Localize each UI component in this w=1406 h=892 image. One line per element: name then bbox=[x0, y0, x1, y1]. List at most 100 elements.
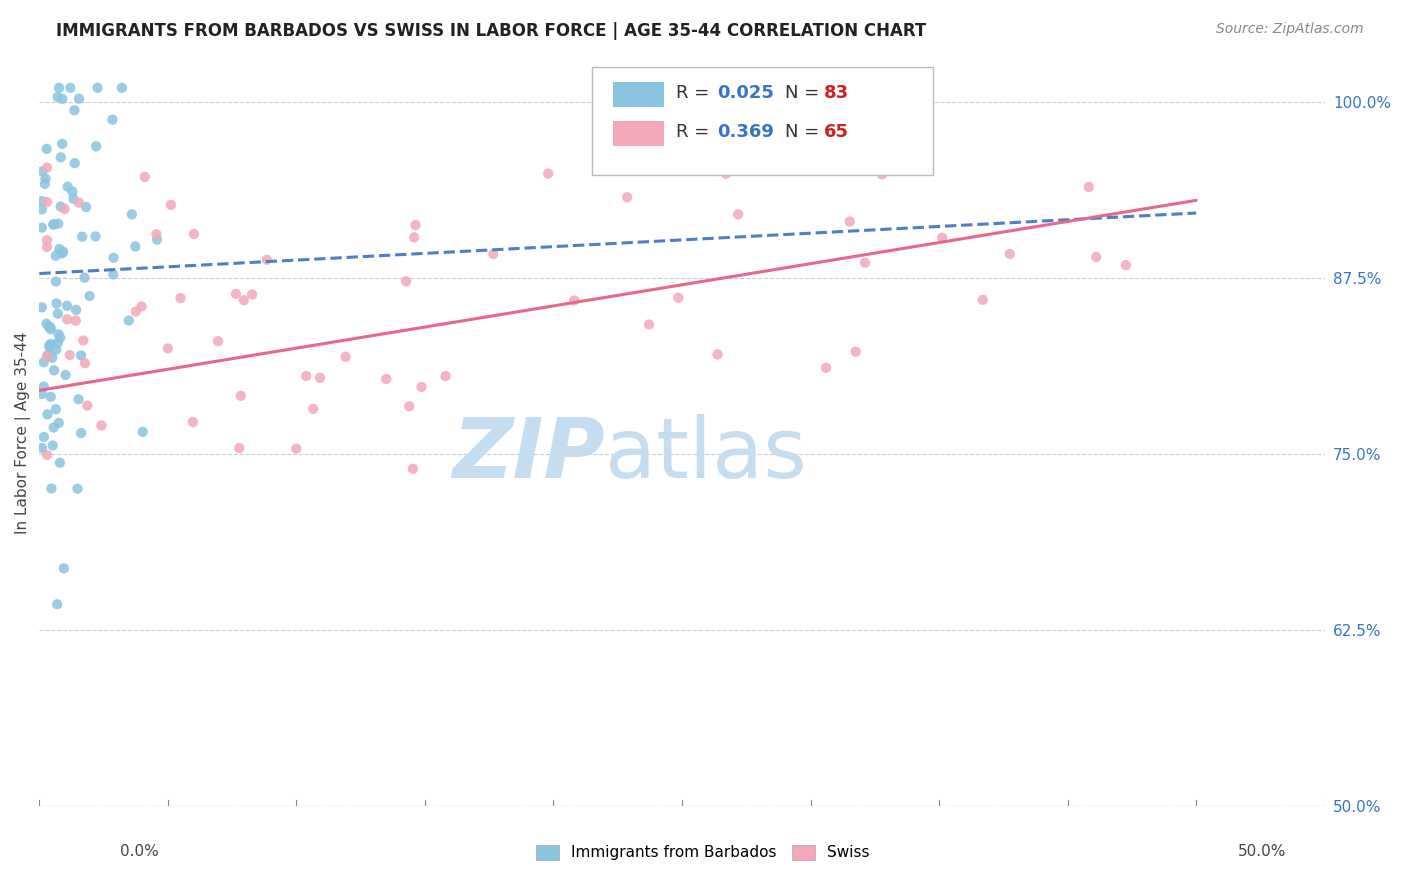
Point bbox=[49, 200, 72, 214]
Point bbox=[38, 341, 60, 355]
Point bbox=[51, 246, 73, 260]
Point bbox=[53, 202, 76, 216]
Point bbox=[121, 207, 143, 221]
FancyBboxPatch shape bbox=[613, 120, 664, 146]
Point bbox=[75, 200, 97, 214]
Point bbox=[49, 330, 72, 344]
Point bbox=[225, 286, 247, 301]
Text: 0.369: 0.369 bbox=[717, 123, 773, 141]
Point bbox=[870, 168, 893, 182]
Point bbox=[31, 387, 53, 401]
Point bbox=[302, 401, 325, 416]
Point bbox=[838, 214, 860, 228]
Point bbox=[240, 287, 263, 301]
Point bbox=[1115, 258, 1137, 272]
Point bbox=[402, 230, 425, 244]
Text: 0.0%: 0.0% bbox=[120, 845, 159, 859]
Point bbox=[73, 270, 96, 285]
Point bbox=[160, 198, 183, 212]
Point bbox=[1077, 180, 1099, 194]
Point bbox=[124, 239, 146, 253]
Point bbox=[31, 194, 53, 208]
Point bbox=[405, 218, 427, 232]
Point bbox=[39, 337, 62, 351]
Point bbox=[228, 441, 250, 455]
Point bbox=[76, 399, 98, 413]
Point bbox=[79, 289, 101, 303]
Point bbox=[118, 313, 141, 327]
Point bbox=[998, 247, 1021, 261]
Point bbox=[229, 389, 252, 403]
Text: 50.0%: 50.0% bbox=[1239, 845, 1286, 859]
Text: R =: R = bbox=[675, 123, 709, 141]
Point bbox=[131, 300, 153, 314]
Point bbox=[31, 220, 53, 235]
Point bbox=[52, 561, 75, 575]
Point bbox=[37, 408, 59, 422]
Point bbox=[39, 320, 62, 334]
Point bbox=[972, 293, 994, 307]
Point bbox=[46, 217, 69, 231]
Point bbox=[125, 304, 148, 318]
Point bbox=[411, 380, 433, 394]
FancyBboxPatch shape bbox=[613, 82, 664, 107]
Point bbox=[727, 207, 749, 221]
Point bbox=[434, 369, 457, 384]
Point bbox=[86, 80, 108, 95]
Point bbox=[70, 348, 93, 362]
Point bbox=[51, 92, 73, 106]
Point bbox=[56, 312, 79, 326]
Point bbox=[38, 338, 60, 352]
Point bbox=[103, 251, 125, 265]
Point bbox=[45, 296, 67, 310]
Point bbox=[814, 360, 837, 375]
Point bbox=[41, 351, 63, 365]
Point bbox=[63, 156, 86, 170]
Point bbox=[56, 179, 79, 194]
Point bbox=[31, 164, 53, 178]
Point bbox=[51, 136, 73, 151]
Point bbox=[42, 420, 65, 434]
Text: 83: 83 bbox=[824, 84, 848, 103]
Point bbox=[67, 392, 90, 407]
Text: 0.025: 0.025 bbox=[717, 84, 773, 103]
Point bbox=[256, 252, 278, 267]
Point bbox=[46, 307, 69, 321]
Point bbox=[35, 195, 58, 210]
Point bbox=[34, 177, 56, 191]
Point bbox=[63, 103, 86, 118]
Point bbox=[67, 195, 90, 210]
Point bbox=[39, 390, 62, 404]
Point bbox=[183, 227, 205, 241]
Point bbox=[42, 218, 65, 232]
Point bbox=[181, 415, 204, 429]
Text: N =: N = bbox=[785, 123, 820, 141]
Point bbox=[72, 334, 94, 348]
Point bbox=[45, 343, 67, 357]
Point bbox=[66, 482, 89, 496]
Point bbox=[65, 313, 87, 327]
Point bbox=[31, 301, 53, 315]
Point bbox=[48, 327, 70, 342]
Point bbox=[1085, 250, 1108, 264]
Point bbox=[42, 363, 65, 377]
Point bbox=[207, 334, 229, 348]
Point bbox=[145, 227, 167, 242]
Point bbox=[45, 249, 67, 263]
Point bbox=[111, 80, 134, 95]
Point bbox=[56, 299, 79, 313]
Point bbox=[59, 348, 82, 362]
Point bbox=[537, 167, 560, 181]
Point bbox=[562, 293, 585, 308]
Text: N =: N = bbox=[785, 84, 820, 103]
Point bbox=[395, 274, 418, 288]
Point bbox=[48, 416, 70, 430]
Point bbox=[132, 425, 155, 439]
Point bbox=[845, 344, 868, 359]
Point bbox=[70, 229, 93, 244]
Point bbox=[65, 302, 87, 317]
Point bbox=[48, 80, 70, 95]
Point bbox=[35, 161, 58, 175]
Point bbox=[335, 350, 357, 364]
Point bbox=[90, 418, 112, 433]
